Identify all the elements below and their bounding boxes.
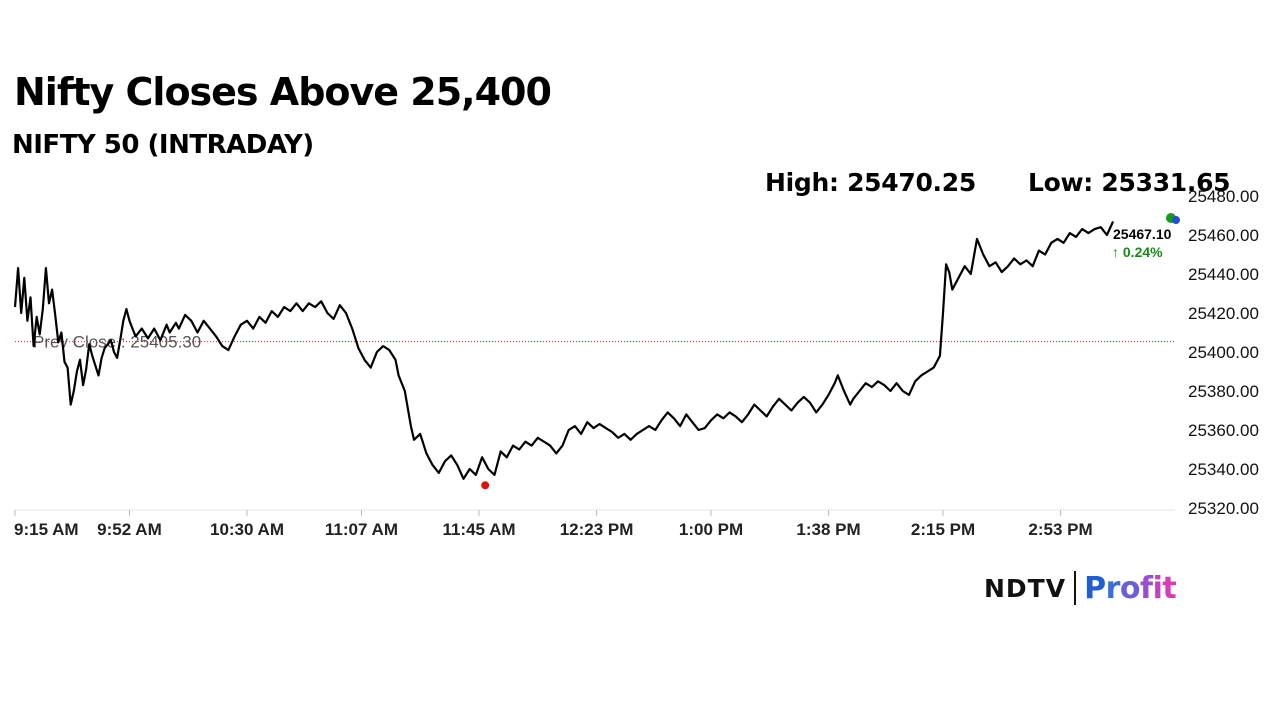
y-tick-label: 25340.00 [1188,460,1259,479]
y-tick-label: 25440.00 [1188,265,1259,284]
x-tick-label: 1:38 PM [796,520,860,539]
x-axis: 9:15 AM 9:52 AM 10:30 AM 11:07 AM 11:45 AM 12… [14,509,1175,539]
day-high-label: High: 25470.25 [765,168,976,197]
ndtv-logo-text: NDTV [984,573,1067,603]
x-tick-label: 1:00 PM [679,520,743,539]
ndtv-profit-logo: NDTV Profit [984,568,1177,608]
x-tick-label: 11:45 AM [442,520,515,539]
last-value-label: 25467.10 [1113,226,1172,242]
x-tick-label: 9:15 AM [14,520,79,539]
logo-divider [1074,571,1077,605]
y-axis: 25320.00 25340.00 25360.00 25380.00 25400.00… [1188,187,1259,518]
x-tick-label: 2:15 PM [911,520,975,539]
y-tick-label: 25320.00 [1188,499,1259,518]
x-tick-label: 11:07 AM [325,520,398,539]
day-low-marker [481,481,490,490]
y-tick-label: 25400.00 [1188,343,1259,362]
x-tick-label: 2:53 PM [1028,520,1092,539]
x-tick-label: 10:30 AM [210,520,284,539]
y-tick-label: 25420.00 [1188,304,1259,323]
y-tick-label: 25460.00 [1188,226,1259,245]
profit-logo-text: Profit [1084,570,1177,606]
series-line-nifty50 [13,220,1115,480]
last-price-marker [1166,213,1180,224]
change-percent-label: ↑ 0.24% [1112,244,1163,260]
chart-subtitle: NIFTY 50 (INTRADAY) [12,130,314,160]
x-tick-label: 9:52 AM [97,520,162,539]
x-tick-label: 12:23 PM [560,520,634,539]
y-tick-label: 25380.00 [1188,382,1259,401]
y-tick-label: 25360.00 [1188,421,1259,440]
day-low-label: Low: 25331.65 [1028,168,1231,197]
chart-title: Nifty Closes Above 25,400 [14,70,552,114]
y-tick-label: 25480.00 [1188,187,1259,206]
